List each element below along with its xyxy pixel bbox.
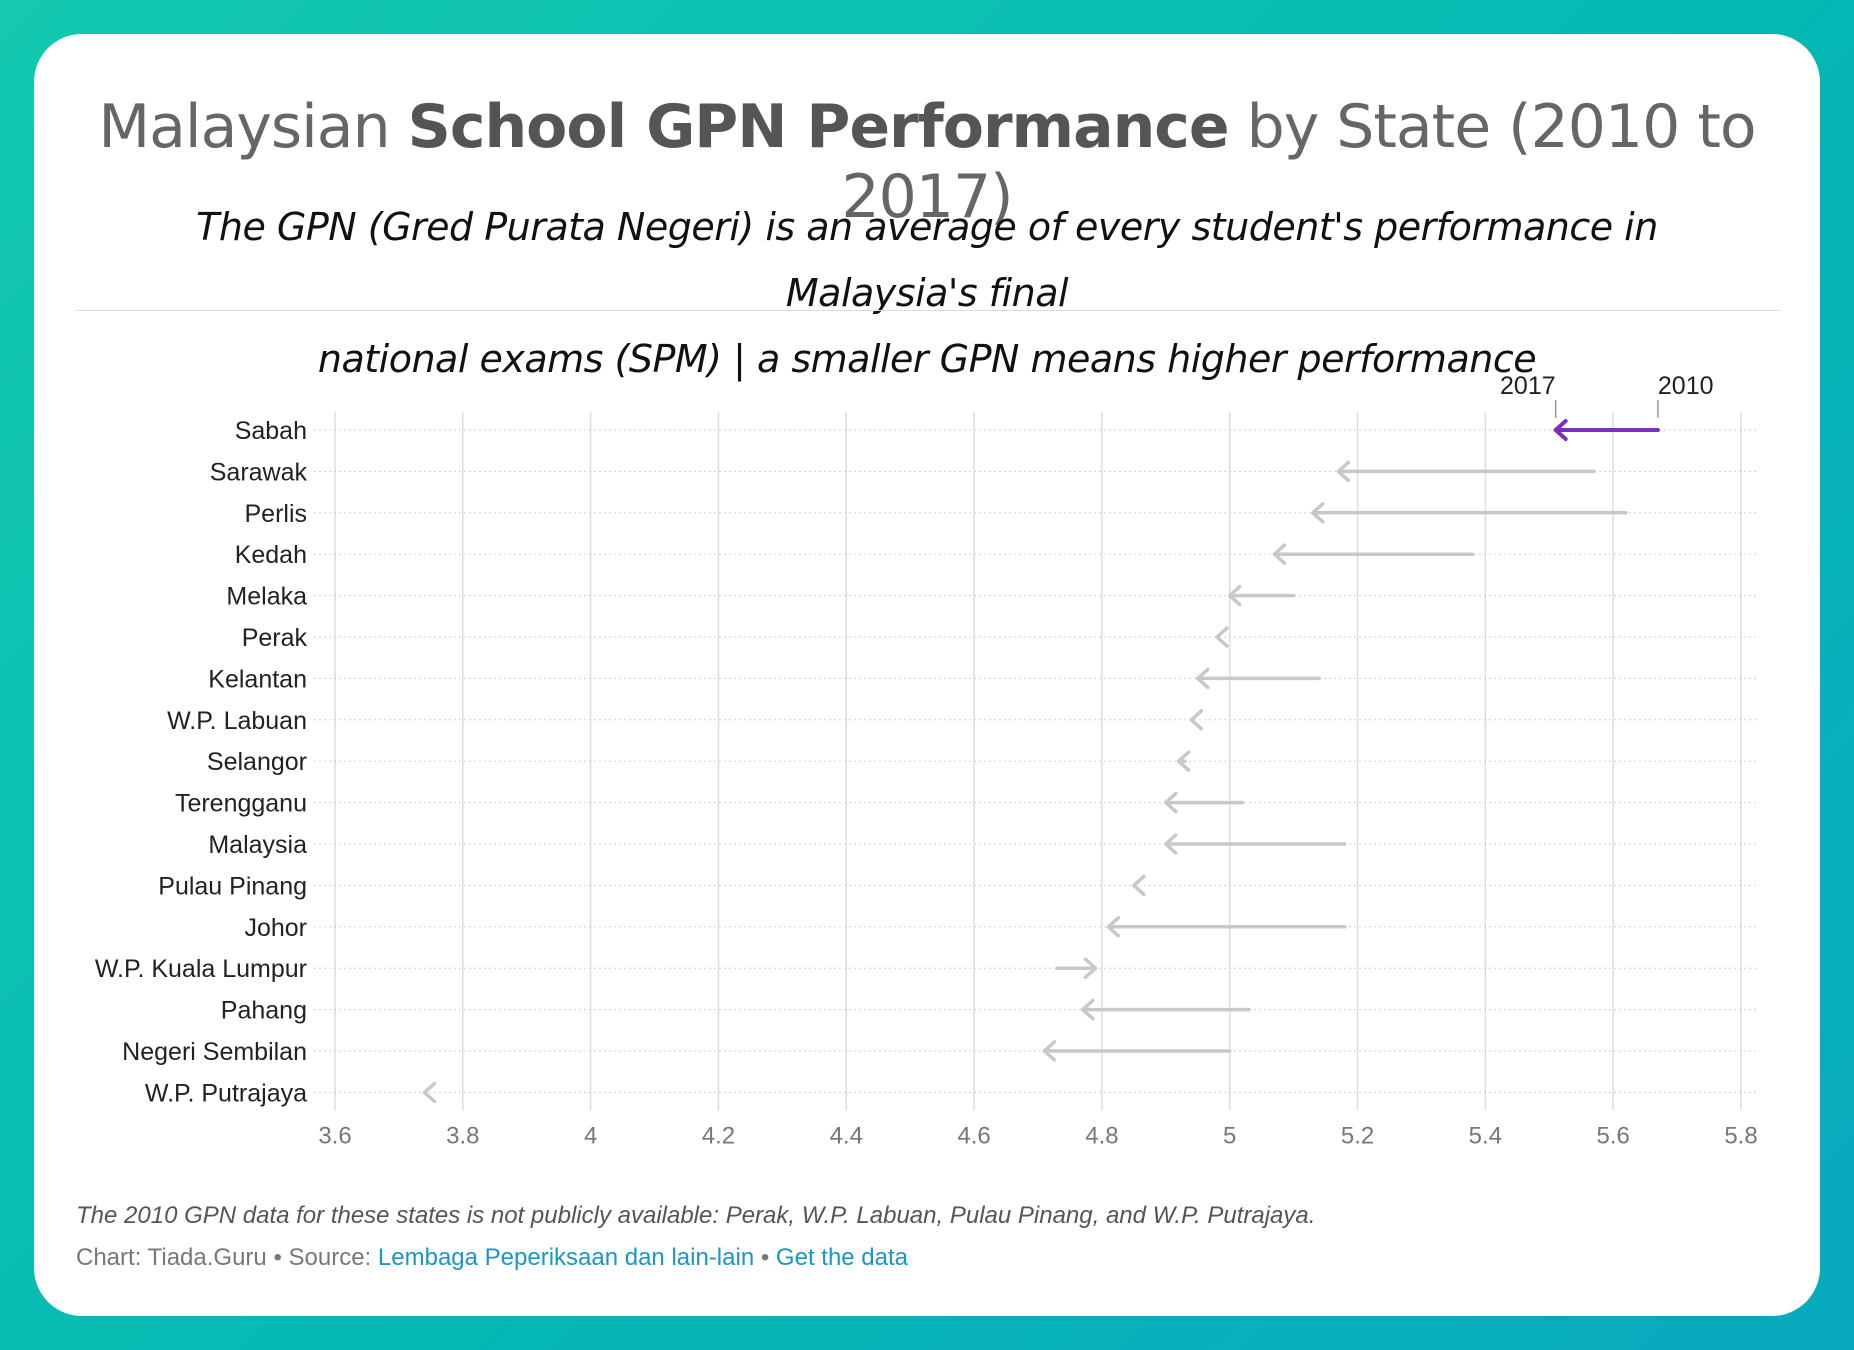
separator: • [760, 1244, 770, 1271]
separator: • [273, 1244, 282, 1271]
x-tick-label: 4.2 [702, 1122, 735, 1149]
y-label: Perak [242, 624, 308, 652]
y-label: Sabah [235, 417, 307, 445]
arrow-head [1215, 626, 1229, 648]
y-label: Malaysia [208, 831, 307, 859]
credit: Chart: Tiada.Guru [76, 1244, 267, 1271]
row-lines [314, 429, 1758, 1093]
arrow-head [1164, 791, 1178, 814]
header-divider [76, 310, 1780, 311]
y-label: Pulau Pinang [158, 872, 307, 900]
y-label: Pahang [221, 997, 307, 1025]
y-label: Perlis [244, 500, 307, 528]
title-bold: School GPN Performance [407, 92, 1230, 162]
footnote: The 2010 GPN data for these states is no… [76, 1202, 1316, 1229]
x-tick-label: 4 [584, 1122, 597, 1149]
arrow-head [1272, 543, 1287, 565]
y-label: W.P. Labuan [167, 707, 307, 735]
arrow-head [1189, 709, 1204, 731]
x-tick-label: 5.4 [1469, 1122, 1502, 1149]
arrow-head [1336, 460, 1351, 483]
source-link[interactable]: Lembaga Peperiksaan dan lain-lain [377, 1244, 755, 1271]
arrow-head [1176, 750, 1191, 772]
subtitle-line-1: The GPN (Gred Purata Negeri) is an avera… [196, 205, 1658, 315]
x-tick-label: 4.6 [957, 1122, 990, 1149]
arrow-head [1083, 957, 1098, 979]
arrow-head [1132, 874, 1146, 897]
arrow-chart: 3.6 3.8 4 4.2 4.4 4.6 4.8 5 5.2 5.4 5.6 5.8 SabahSa… [95, 372, 1758, 1149]
source-line: Chart: Tiada.Guru • Source: Lembaga Pepe… [76, 1244, 908, 1272]
y-label: Johor [244, 914, 307, 942]
annotation-2010: 2010 [1658, 372, 1714, 400]
chart-title: Malaysian School GPN Performance by Stat… [98, 92, 1756, 232]
x-tick-label: 5.6 [1596, 1122, 1629, 1149]
arrow-head [1196, 667, 1210, 690]
arrow-head [1080, 998, 1095, 1021]
annotation-2017: 2017 [1500, 372, 1556, 400]
arrows [422, 419, 1660, 1104]
y-label: Negeri Sembilan [122, 1038, 307, 1066]
y-label: Sarawak [210, 458, 308, 486]
arrow-head [422, 1081, 437, 1104]
x-tick-label: 5.8 [1724, 1122, 1757, 1149]
get-data-link[interactable]: Get the data [775, 1244, 909, 1271]
chart-card: Malaysian School GPN Performance by Stat… [34, 34, 1820, 1316]
arrow-head [1227, 584, 1242, 607]
x-tick-label: 4.4 [830, 1122, 863, 1149]
y-axis-labels: Sabah Sarawak Perlis Kedah Melaka Perak Kelant… [95, 417, 308, 1107]
arrow-head [1311, 502, 1325, 524]
x-tick-label: 5.2 [1341, 1122, 1374, 1149]
y-label: W.P. Kuala Lumpur [95, 955, 307, 983]
arrow-head [1553, 419, 1568, 441]
y-label: Kedah [235, 541, 307, 569]
y-label: Selangor [207, 748, 307, 776]
x-tick-label: 3.8 [446, 1122, 479, 1149]
arrow-head [1042, 1040, 1057, 1062]
x-tick-label: 4.8 [1085, 1122, 1118, 1149]
y-label: Terengganu [175, 790, 307, 818]
source-label: Source: [288, 1244, 372, 1271]
x-axis-ticks: 3.6 3.8 4 4.2 4.4 4.6 4.8 5 5.2 5.4 5.6 5.8 [318, 1122, 1757, 1149]
arrow-head [1106, 916, 1121, 938]
y-label: Kelantan [208, 665, 307, 693]
y-label: W.P. Putrajaya [145, 1079, 307, 1107]
chart-subtitle: The GPN (Gred Purata Negeri) is an avera… [124, 194, 1730, 392]
year-annotations: 2010 2017 [1500, 372, 1714, 418]
x-tick-label: 3.6 [318, 1122, 351, 1149]
x-tick-label: 5 [1223, 1122, 1236, 1149]
subtitle-line-2: national exams (SPM) | a smaller GPN mea… [317, 337, 1537, 381]
y-label: Melaka [226, 583, 307, 611]
arrow-head [1164, 833, 1178, 855]
